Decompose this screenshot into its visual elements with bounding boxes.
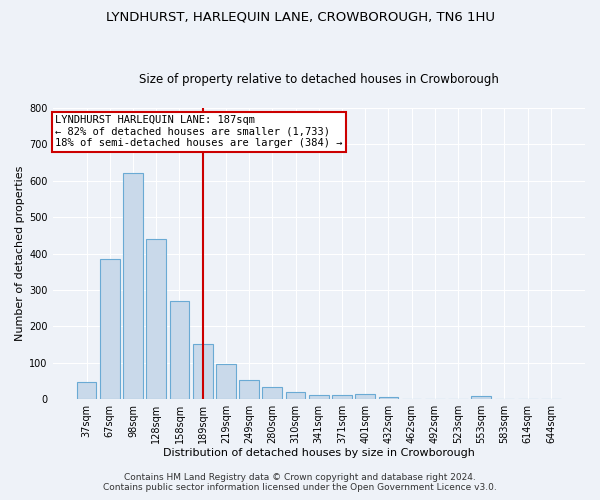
Text: LYNDHURST, HARLEQUIN LANE, CROWBOROUGH, TN6 1HU: LYNDHURST, HARLEQUIN LANE, CROWBOROUGH, … bbox=[106, 10, 494, 23]
Bar bbox=[77, 382, 97, 399]
Bar bbox=[262, 388, 282, 399]
X-axis label: Distribution of detached houses by size in Crowborough: Distribution of detached houses by size … bbox=[163, 448, 475, 458]
Y-axis label: Number of detached properties: Number of detached properties bbox=[15, 166, 25, 341]
Text: Contains HM Land Registry data © Crown copyright and database right 2024.
Contai: Contains HM Land Registry data © Crown c… bbox=[103, 473, 497, 492]
Bar bbox=[239, 380, 259, 399]
Bar bbox=[216, 364, 236, 399]
Bar bbox=[193, 344, 212, 399]
Bar bbox=[332, 395, 352, 399]
Bar bbox=[100, 259, 119, 399]
Bar bbox=[146, 239, 166, 399]
Title: Size of property relative to detached houses in Crowborough: Size of property relative to detached ho… bbox=[139, 73, 499, 86]
Text: LYNDHURST HARLEQUIN LANE: 187sqm
← 82% of detached houses are smaller (1,733)
18: LYNDHURST HARLEQUIN LANE: 187sqm ← 82% o… bbox=[55, 116, 343, 148]
Bar bbox=[355, 394, 375, 399]
Bar bbox=[123, 174, 143, 399]
Bar bbox=[286, 392, 305, 399]
Bar bbox=[379, 398, 398, 399]
Bar bbox=[472, 396, 491, 399]
Bar bbox=[170, 301, 190, 399]
Bar bbox=[309, 394, 329, 399]
